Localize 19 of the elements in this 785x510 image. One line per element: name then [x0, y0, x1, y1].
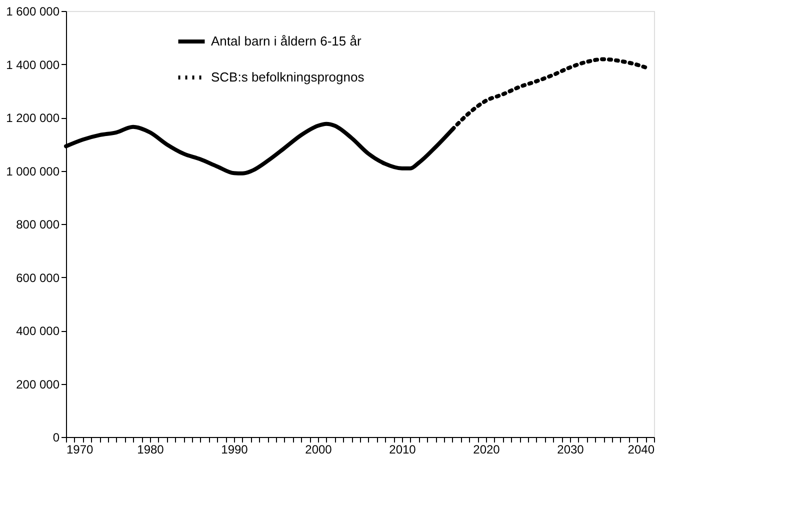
x-tick-label: 2000: [305, 442, 332, 456]
y-tick-label: 200 000: [16, 377, 60, 392]
y-tick-label: 0: [52, 430, 60, 444]
x-tick-label: 2030: [557, 442, 584, 456]
x-tick-label: 2040: [628, 442, 655, 456]
x-tick-label: 1970: [66, 442, 94, 456]
y-tick-label: 400 000: [16, 324, 60, 338]
y-tick-label: 1 000 000: [6, 164, 60, 178]
x-tick-label: 1980: [137, 442, 164, 456]
x-tick-label: 2020: [473, 442, 500, 456]
y-tick-label: 1 400 000: [6, 58, 60, 72]
x-tick-label: 2010: [389, 442, 416, 456]
x-tick-label: 1990: [221, 442, 248, 456]
legend-label: Antal barn i åldern 6-15 år: [211, 34, 362, 48]
y-tick-label: 1 200 000: [6, 111, 60, 125]
y-tick-label: 800 000: [16, 218, 60, 232]
legend-label: SCB:s befolkningsprognos: [211, 70, 365, 84]
y-tick-label: 1 600 000: [6, 4, 60, 18]
y-tick-label: 600 000: [16, 270, 60, 285]
